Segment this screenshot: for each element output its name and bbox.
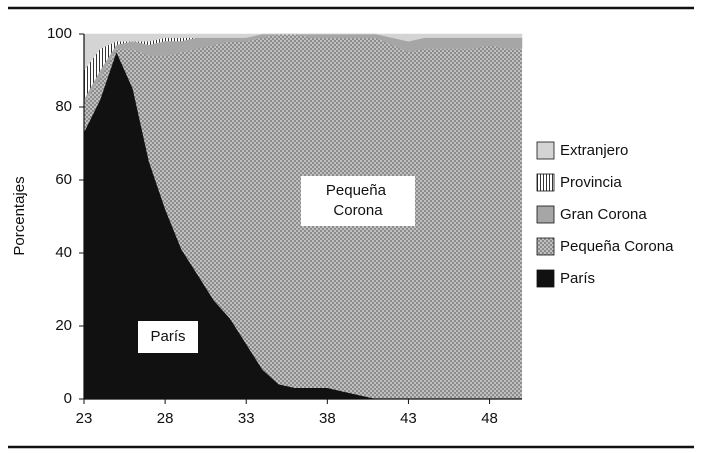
x-tick-label: 38 bbox=[319, 410, 336, 427]
legend-swatch bbox=[536, 205, 555, 224]
y-tick-label: 80 bbox=[55, 98, 72, 115]
x-tick-label: 48 bbox=[481, 410, 498, 427]
y-tick-label: 100 bbox=[47, 25, 72, 42]
legend-swatch bbox=[536, 141, 555, 160]
x-tick-label: 23 bbox=[76, 410, 93, 427]
x-tick-label: 33 bbox=[238, 410, 255, 427]
x-tick-label: 43 bbox=[400, 410, 417, 427]
legend-label: Pequeña Corona bbox=[560, 238, 674, 255]
annotation: París bbox=[150, 328, 185, 345]
x-tick-label: 28 bbox=[157, 410, 174, 427]
annotation-box bbox=[138, 321, 198, 353]
legend-swatch bbox=[536, 173, 555, 192]
legend-swatch bbox=[536, 269, 555, 288]
annotation-box bbox=[301, 176, 415, 226]
legend-label: Provincia bbox=[560, 174, 622, 191]
area bbox=[83, 33, 523, 72]
legend-label: Extranjero bbox=[560, 142, 628, 159]
y-tick-label: 60 bbox=[55, 171, 72, 188]
legend-swatch bbox=[536, 237, 555, 256]
y-tick-label: 20 bbox=[55, 317, 72, 334]
y-axis-label: Porcentajes bbox=[11, 176, 28, 255]
y-tick-label: 0 bbox=[64, 390, 72, 407]
annotation: Pequeña Corona bbox=[326, 182, 390, 219]
legend-label: Gran Corona bbox=[560, 206, 647, 223]
legend-label: París bbox=[560, 270, 595, 287]
y-tick-label: 40 bbox=[55, 244, 72, 261]
